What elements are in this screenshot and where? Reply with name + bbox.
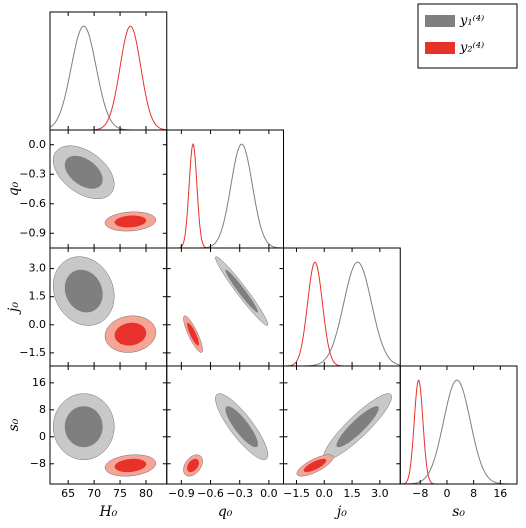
density-curve [166, 143, 284, 249]
y-tick-label: 3.0 [29, 262, 47, 275]
x-tick-label: 0 [443, 487, 450, 500]
x-tick-label: 75 [113, 487, 127, 500]
legend-label: y₁⁽⁴⁾ [459, 14, 484, 29]
panel-frame [399, 365, 518, 485]
x-tick-label: 1.5 [343, 487, 361, 500]
contour-inner [336, 406, 379, 448]
y-tick-label: 0.0 [29, 138, 47, 151]
legend-label: y₂⁽⁴⁾ [459, 41, 484, 56]
y-tick-label: −8 [30, 457, 46, 470]
contour-inner [187, 458, 199, 473]
y-tick-label: −0.6 [19, 197, 46, 210]
density-curve [166, 143, 284, 249]
y-tick-label: −1.5 [19, 346, 46, 359]
density-curve [283, 261, 401, 367]
y-tick-label: 0 [39, 430, 46, 443]
x-axis-label: j₀ [334, 504, 347, 520]
x-tick-label: −8 [412, 487, 428, 500]
y-tick-label: −0.3 [19, 167, 46, 180]
y-tick-label: −0.9 [19, 226, 46, 239]
x-axis-label: H₀ [98, 504, 117, 520]
contour-inner [187, 322, 199, 346]
contour-inner [114, 215, 147, 228]
x-tick-label: −0.6 [197, 487, 224, 500]
contour-inner [114, 322, 147, 346]
x-tick-label: 65 [61, 487, 75, 500]
contour-inner [303, 458, 327, 473]
x-tick-label: 3.0 [371, 487, 389, 500]
y-tick-label: 8 [39, 403, 46, 416]
y-axis-label: s₀ [6, 418, 22, 431]
y-tick-label: 0.0 [29, 318, 47, 331]
density-curve [400, 379, 517, 485]
contour-inner [64, 155, 103, 189]
contour-inner [64, 269, 103, 313]
x-tick-label: 0.0 [260, 487, 278, 500]
x-tick-label: 16 [493, 487, 507, 500]
density-curve [400, 379, 518, 485]
legend-box [417, 3, 518, 69]
x-tick-label: −0.9 [168, 487, 195, 500]
x-tick-label: −0.3 [226, 487, 253, 500]
x-axis-label: s₀ [452, 504, 465, 520]
x-axis-label: q₀ [218, 504, 233, 520]
y-tick-label: 16 [32, 376, 46, 389]
legend-swatch [425, 15, 455, 27]
panel-frame [166, 129, 284, 249]
contour-inner [114, 458, 147, 473]
contour-inner [225, 406, 258, 448]
y-axis-label: q₀ [6, 181, 22, 196]
panel-frame [283, 365, 401, 485]
contour-inner [225, 269, 258, 313]
x-tick-label: 0.0 [316, 487, 334, 500]
legend-swatch [425, 42, 455, 54]
panel-frame [49, 11, 168, 131]
y-axis-label: j₀ [6, 302, 22, 315]
x-tick-label: 8 [470, 487, 477, 500]
contour-inner [64, 406, 103, 448]
x-tick-label: 70 [87, 487, 101, 500]
y-tick-label: 1.5 [29, 290, 47, 303]
density-curve [49, 25, 167, 131]
x-tick-label: −1.5 [283, 487, 310, 500]
x-tick-label: 80 [139, 487, 153, 500]
